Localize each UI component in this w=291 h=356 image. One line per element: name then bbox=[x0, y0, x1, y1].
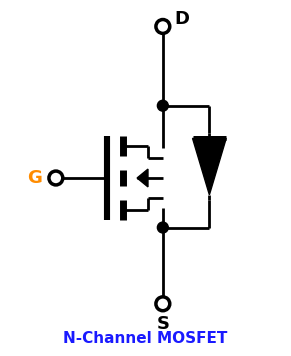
Polygon shape bbox=[137, 169, 148, 187]
Text: S: S bbox=[156, 315, 169, 333]
Circle shape bbox=[157, 222, 168, 233]
Polygon shape bbox=[193, 138, 226, 195]
Circle shape bbox=[157, 100, 168, 111]
Text: D: D bbox=[175, 10, 190, 27]
Text: N-Channel MOSFET: N-Channel MOSFET bbox=[63, 331, 227, 346]
Circle shape bbox=[156, 20, 170, 33]
Circle shape bbox=[156, 297, 170, 311]
Text: G: G bbox=[27, 169, 42, 187]
Circle shape bbox=[49, 171, 63, 185]
